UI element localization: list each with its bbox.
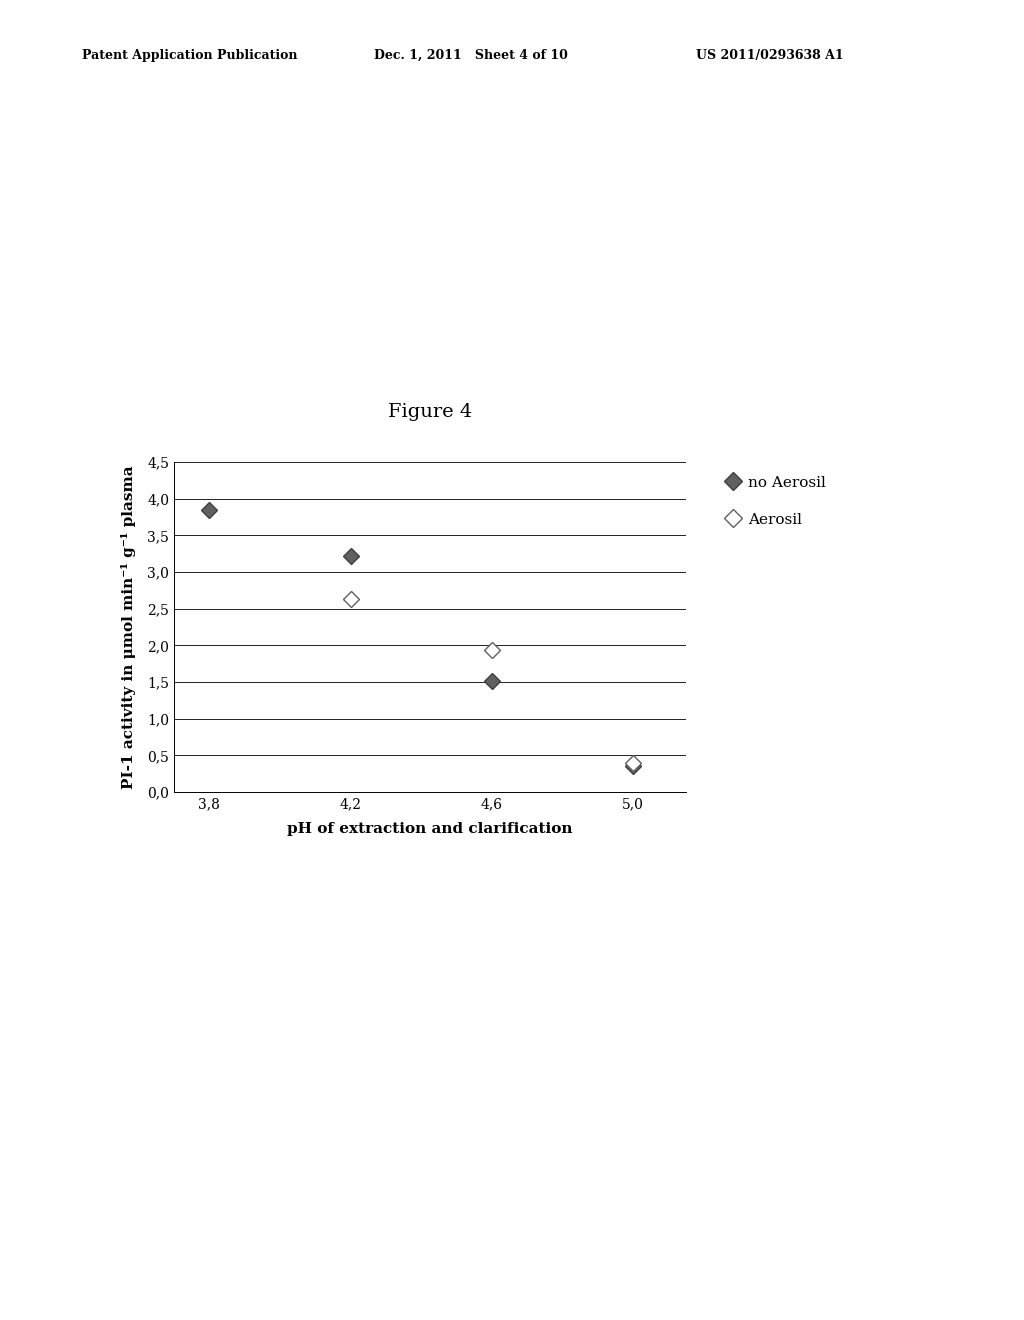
Text: US 2011/0293638 A1: US 2011/0293638 A1	[696, 49, 844, 62]
X-axis label: pH of extraction and clarification: pH of extraction and clarification	[288, 822, 572, 836]
Text: Patent Application Publication: Patent Application Publication	[82, 49, 297, 62]
Y-axis label: PI-1 activity in μmol min⁻¹ g⁻¹ plasma: PI-1 activity in μmol min⁻¹ g⁻¹ plasma	[121, 465, 136, 789]
Text: Dec. 1, 2011   Sheet 4 of 10: Dec. 1, 2011 Sheet 4 of 10	[374, 49, 567, 62]
Text: Figure 4: Figure 4	[388, 403, 472, 421]
Legend: no Aerosil, Aerosil: no Aerosil, Aerosil	[719, 470, 833, 533]
